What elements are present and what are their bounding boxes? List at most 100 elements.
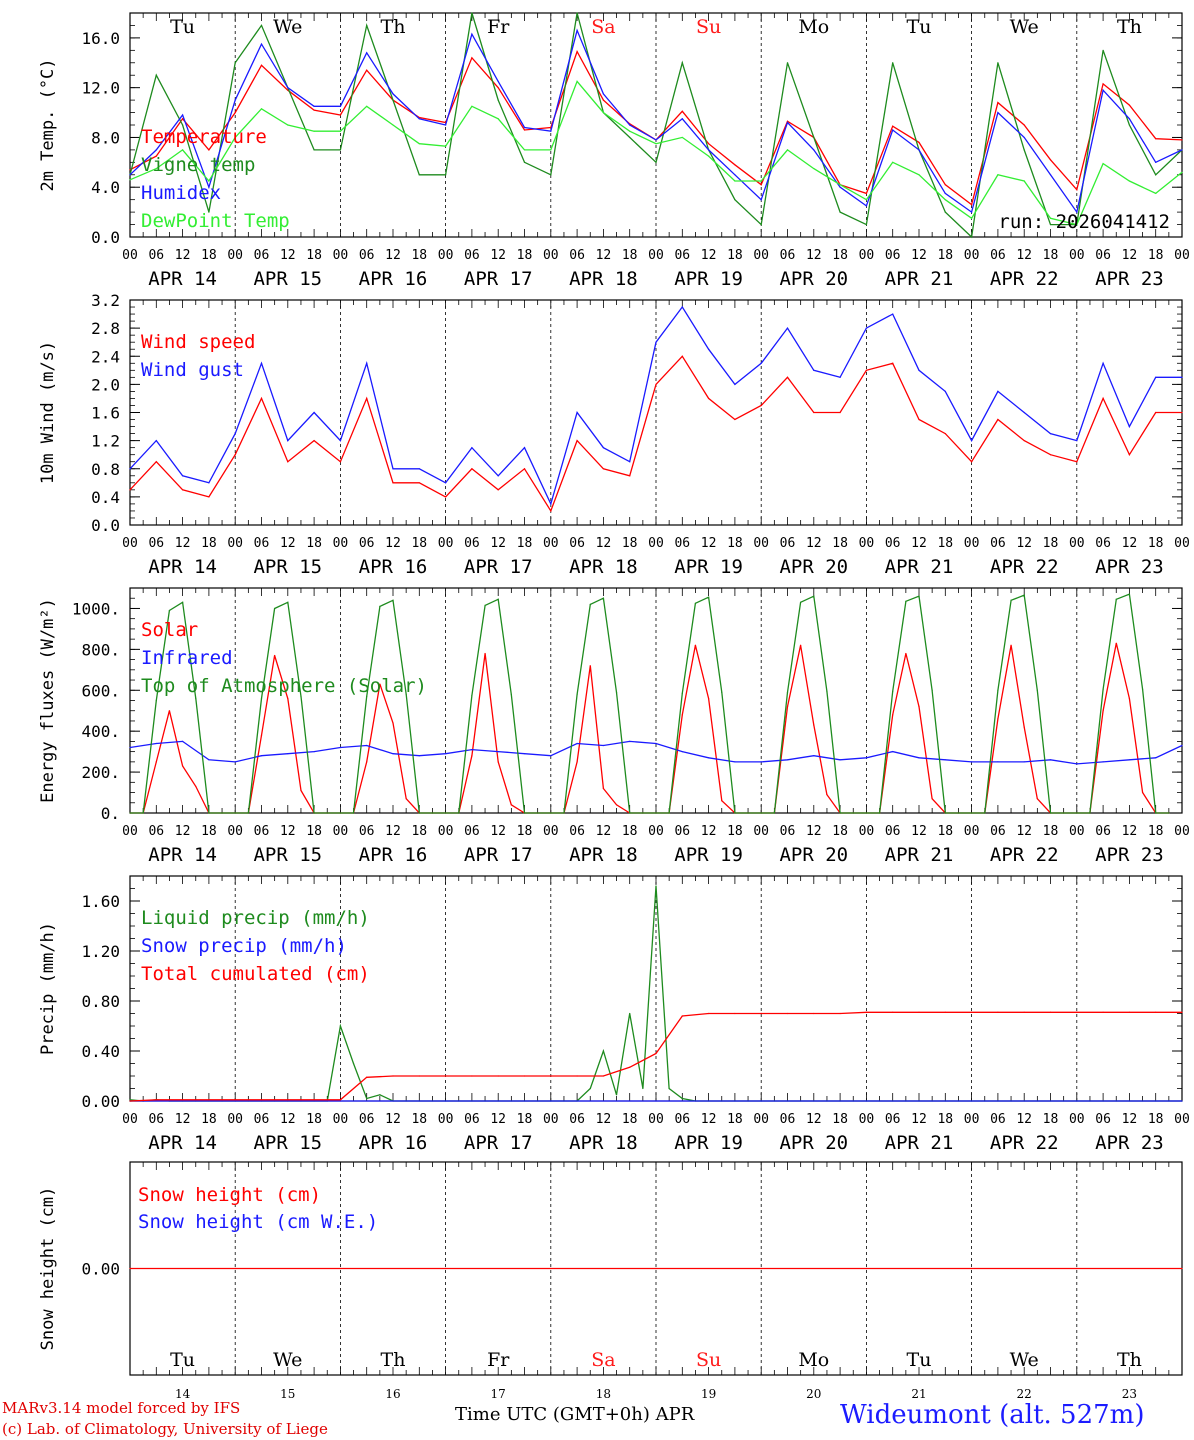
date-label: APR 22 (990, 844, 1059, 866)
y-tick-label: 2.4 (91, 347, 120, 366)
data-point (155, 461, 157, 463)
data-point (497, 1075, 499, 1077)
data-point (1181, 1267, 1183, 1270)
data-point (1063, 812, 1065, 814)
data-point (392, 599, 394, 601)
data-point (445, 812, 447, 814)
data-point (1076, 189, 1078, 191)
hour-label: 00 (333, 1112, 349, 1127)
day-number: 17 (491, 1387, 506, 1401)
data-point (1155, 411, 1157, 414)
data-point (155, 742, 157, 745)
data-point (773, 812, 775, 814)
y-tick-label: 4.0 (91, 178, 120, 197)
data-point (195, 697, 197, 700)
data-point (366, 397, 368, 400)
data-point (1076, 1011, 1078, 1013)
y-tick-label: 400. (81, 722, 120, 741)
data-point (1076, 461, 1078, 463)
hour-label: 12 (701, 248, 717, 263)
date-label: APR 14 (148, 844, 217, 866)
data-point (1023, 761, 1025, 763)
date-label: APR 15 (253, 556, 322, 578)
hour-label: 00 (648, 1112, 664, 1127)
data-point (129, 746, 131, 749)
data-point (1128, 454, 1130, 456)
hour-label: 12 (280, 824, 296, 839)
data-point (550, 1075, 552, 1077)
data-point (1128, 697, 1130, 700)
hour-label: 18 (622, 824, 638, 839)
hour-label: 12 (1016, 248, 1032, 263)
data-point (786, 149, 789, 151)
data-point (339, 149, 341, 151)
data-point (602, 744, 605, 747)
data-point (497, 489, 499, 491)
hour-label: 18 (306, 824, 322, 839)
day-number: 14 (175, 1387, 191, 1401)
data-point (997, 102, 999, 104)
weekday-label-top: Su (696, 16, 721, 38)
legend-entry: Wind speed (141, 331, 255, 353)
y-axis-label: Snow height (cm) (38, 1187, 58, 1351)
data-point (260, 697, 263, 700)
data-point (300, 789, 302, 792)
data-point (839, 812, 841, 814)
data-point (892, 125, 894, 127)
data-point (182, 114, 184, 116)
hour-label: 00 (859, 824, 875, 839)
hour-label: 00 (227, 1112, 243, 1127)
data-point (576, 742, 578, 745)
date-label: APR 18 (569, 844, 638, 866)
hour-label: 00 (438, 248, 454, 263)
data-point (786, 327, 789, 329)
data-point (839, 376, 841, 378)
weekday-label-bottom: We (1010, 1349, 1039, 1371)
data-point (918, 706, 920, 708)
data-point (366, 24, 368, 27)
hour-label: 12 (385, 248, 401, 263)
data-point (602, 1075, 605, 1077)
data-point (668, 812, 670, 814)
data-point (445, 145, 447, 147)
hour-label: 06 (569, 536, 585, 551)
data-point (1102, 49, 1104, 51)
data-point (786, 759, 789, 761)
data-point (708, 697, 710, 700)
data-point (418, 1075, 420, 1077)
data-point (734, 174, 736, 176)
hour-label: 00 (859, 1112, 875, 1127)
hour-label: 06 (464, 824, 480, 839)
data-point (339, 812, 341, 814)
data-point (260, 755, 263, 757)
data-point (878, 812, 881, 814)
data-point (550, 503, 552, 505)
data-point (629, 812, 631, 814)
data-point (786, 376, 789, 378)
data-point (865, 1267, 868, 1270)
time-axis-label: Time UTC (GMT+0h) APR (455, 1404, 694, 1425)
day-number: 15 (280, 1387, 295, 1401)
data-point (1049, 223, 1052, 226)
hour-label: 00 (543, 536, 559, 551)
data-point (589, 603, 591, 605)
data-point (418, 118, 420, 120)
legend-entry: Liquid precip (mm/h) (141, 907, 370, 929)
hour-label: 06 (569, 248, 585, 263)
data-point (1181, 376, 1183, 378)
date-label: APR 22 (990, 268, 1059, 290)
date-label: APR 20 (779, 556, 848, 578)
hour-label: 06 (990, 1112, 1006, 1127)
hour-label: 00 (543, 1112, 559, 1127)
data-point (1049, 174, 1052, 176)
day-number: 20 (806, 1387, 821, 1401)
hour-label: 18 (937, 824, 953, 839)
data-point (944, 184, 946, 186)
data-point (1076, 211, 1078, 213)
hour-label: 00 (438, 536, 454, 551)
date-label: APR 19 (674, 844, 743, 866)
data-point (418, 174, 420, 176)
hour-label: 12 (1122, 1112, 1138, 1127)
data-point (155, 1099, 157, 1101)
hour-label: 12 (175, 824, 191, 839)
